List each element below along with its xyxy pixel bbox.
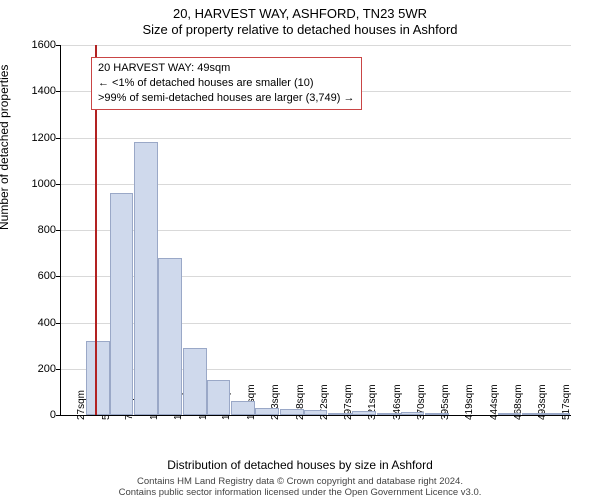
y-tick-label: 600 bbox=[8, 270, 56, 282]
histogram-bar bbox=[86, 341, 110, 415]
footer-line1: Contains HM Land Registry data © Crown c… bbox=[0, 476, 600, 487]
y-tick-mark bbox=[56, 323, 60, 324]
histogram-bar bbox=[183, 348, 207, 415]
y-tick-label: 1600 bbox=[8, 39, 56, 51]
x-axis-label: Distribution of detached houses by size … bbox=[0, 458, 600, 472]
histogram-bar bbox=[401, 412, 425, 415]
annotation-box: 20 HARVEST WAY: 49sqm ← <1% of detached … bbox=[91, 57, 362, 110]
footer-line2: Contains public sector information licen… bbox=[0, 487, 600, 498]
histogram-bar bbox=[546, 413, 570, 415]
y-tick-label: 0 bbox=[8, 409, 56, 421]
histogram-bar bbox=[377, 413, 401, 415]
y-tick-mark bbox=[56, 415, 60, 416]
histogram-bar bbox=[158, 258, 182, 415]
y-tick-mark bbox=[56, 369, 60, 370]
histogram-bar bbox=[134, 142, 158, 415]
annotation-line3: >99% of semi-detached houses are larger … bbox=[98, 91, 355, 106]
chart-title-desc: Size of property relative to detached ho… bbox=[0, 22, 600, 37]
histogram-bar bbox=[304, 410, 328, 415]
histogram-bar bbox=[110, 193, 134, 415]
histogram-bar bbox=[280, 409, 304, 415]
chart-container: 20, HARVEST WAY, ASHFORD, TN23 5WR Size … bbox=[0, 0, 600, 500]
histogram-bar bbox=[231, 401, 255, 415]
histogram-bar bbox=[352, 411, 376, 415]
annotation-line2: ← <1% of detached houses are smaller (10… bbox=[98, 76, 355, 91]
chart-title-address: 20, HARVEST WAY, ASHFORD, TN23 5WR bbox=[0, 6, 600, 21]
y-tick-label: 1000 bbox=[8, 178, 56, 190]
histogram-bar bbox=[498, 413, 522, 415]
y-tick-label: 400 bbox=[8, 317, 56, 329]
y-tick-label: 1200 bbox=[8, 132, 56, 144]
histogram-bar bbox=[255, 408, 279, 415]
y-tick-mark bbox=[56, 138, 60, 139]
histogram-bar bbox=[328, 413, 352, 415]
histogram-bar bbox=[425, 413, 449, 415]
y-tick-mark bbox=[56, 45, 60, 46]
y-tick-mark bbox=[56, 91, 60, 92]
y-tick-label: 800 bbox=[8, 224, 56, 236]
y-tick-label: 1400 bbox=[8, 85, 56, 97]
y-tick-label: 200 bbox=[8, 363, 56, 375]
annotation-line1: 20 HARVEST WAY: 49sqm bbox=[98, 61, 355, 76]
histogram-bar bbox=[207, 380, 231, 415]
y-tick-mark bbox=[56, 184, 60, 185]
histogram-bar bbox=[522, 413, 546, 415]
y-tick-mark bbox=[56, 230, 60, 231]
attribution-footer: Contains HM Land Registry data © Crown c… bbox=[0, 476, 600, 499]
plot-area: 20 HARVEST WAY: 49sqm ← <1% of detached … bbox=[60, 45, 571, 416]
y-tick-mark bbox=[56, 276, 60, 277]
